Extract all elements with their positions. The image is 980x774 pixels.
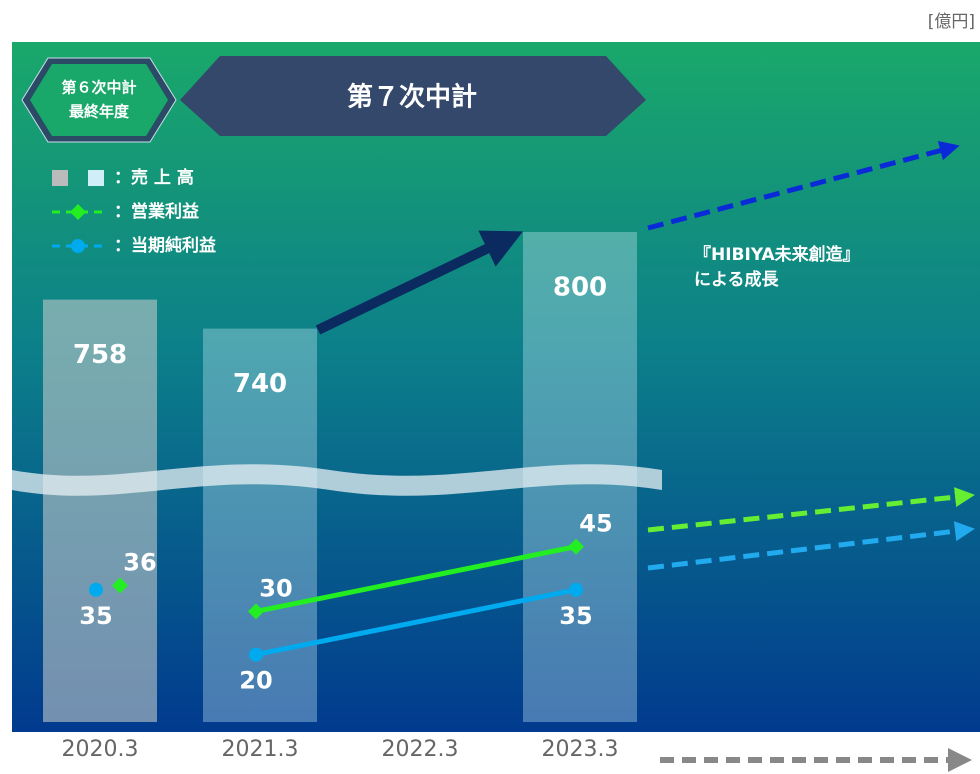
series-line <box>255 587 577 658</box>
unit: [億円] <box>928 12 975 32</box>
value-label: 30 <box>259 574 292 602</box>
series-line <box>255 544 577 614</box>
badge-text: 第７次中計 <box>347 82 477 113</box>
legend-label: ：営業利益 <box>114 201 199 222</box>
value-label: 800 <box>553 273 607 303</box>
legend-swatch <box>88 170 104 186</box>
bar <box>43 299 157 722</box>
background <box>12 42 980 732</box>
legend-label: ：当期純利益 <box>114 235 216 256</box>
x-tick-label: 2021.3 <box>222 737 299 762</box>
value-label: 35 <box>79 602 112 630</box>
point <box>569 582 583 597</box>
annotation: による成長 <box>694 269 779 290</box>
future-arrow <box>647 487 975 533</box>
x-tick-label: 2023.3 <box>542 737 619 762</box>
value-label: 740 <box>233 369 287 399</box>
legend-marker <box>71 239 85 253</box>
legend-marker <box>70 204 86 220</box>
point <box>112 577 128 594</box>
legend-label: ：売 上 高 <box>114 167 194 188</box>
value-label: 36 <box>123 548 156 576</box>
point <box>248 603 264 620</box>
axis-break <box>12 464 662 496</box>
future-arrow <box>647 521 975 571</box>
annotation: 『HIBIYA未来創造』 <box>694 244 860 265</box>
point <box>568 538 584 555</box>
badge-text: 第６次中計 <box>61 79 136 97</box>
point <box>89 582 103 597</box>
growth-arrow <box>315 230 524 335</box>
future-arrow <box>647 140 960 231</box>
point <box>249 647 263 662</box>
badge-6-inner <box>30 64 168 136</box>
badge-7 <box>180 56 646 136</box>
legend-swatch <box>52 170 68 186</box>
value-label: 758 <box>73 340 127 370</box>
badge-text: 最終年度 <box>69 103 130 121</box>
x-tick-label: 2022.3 <box>382 737 459 762</box>
value-label: 20 <box>239 667 272 695</box>
x-tick-label: 2020.3 <box>62 737 139 762</box>
value-label: 45 <box>579 510 612 538</box>
value-label: 35 <box>559 602 592 630</box>
